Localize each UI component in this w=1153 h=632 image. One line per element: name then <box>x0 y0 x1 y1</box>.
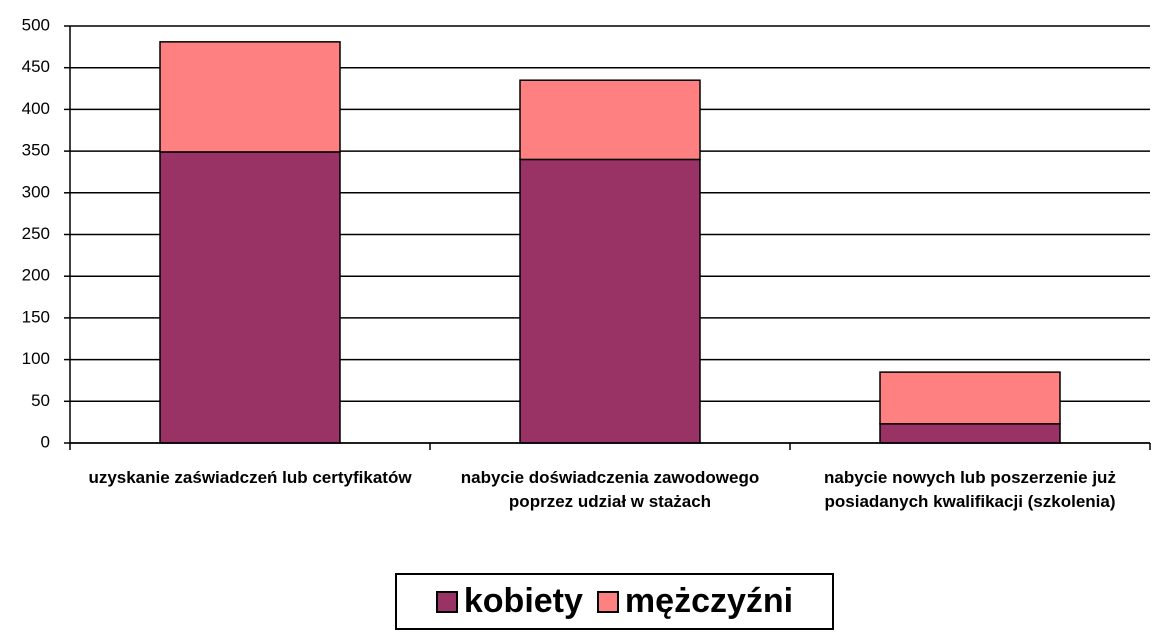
legend-label: kobiety <box>463 582 583 620</box>
legend-label: mężczyźni <box>624 582 794 620</box>
bar-segment <box>159 41 341 153</box>
bar-segment <box>879 423 1061 444</box>
legend-item: kobiety <box>435 582 583 621</box>
y-tick-label: 350 <box>22 141 50 160</box>
bar-segment <box>879 371 1061 425</box>
y-tick-label: 200 <box>22 266 50 285</box>
legend-swatch <box>435 590 458 613</box>
y-tick-label: 300 <box>22 182 50 201</box>
bar-segment <box>519 158 701 444</box>
y-tick-label: 500 <box>22 15 50 34</box>
y-tick-label: 450 <box>22 57 50 76</box>
legend: kobiety mężczyźni <box>395 573 834 630</box>
bar-segment <box>519 79 701 161</box>
y-tick-label: 100 <box>22 349 50 368</box>
y-tick-label: 0 <box>41 432 50 451</box>
bar-segment <box>159 151 341 444</box>
y-tick-label: 250 <box>22 224 50 243</box>
x-tick-label: nabycie doświadczenia zawodowego poprzez… <box>460 468 760 511</box>
x-tick-label: nabycie nowych lub poszerzenie już posia… <box>824 468 1116 511</box>
legend-swatch <box>596 590 619 613</box>
y-tick-label: 50 <box>31 391 50 410</box>
y-tick-label: 400 <box>22 99 50 118</box>
y-tick-label: 150 <box>22 307 50 326</box>
legend-item: mężczyźni <box>596 582 794 621</box>
x-tick-label: uzyskanie zaświadczeń lub certyfikatów <box>88 468 412 487</box>
